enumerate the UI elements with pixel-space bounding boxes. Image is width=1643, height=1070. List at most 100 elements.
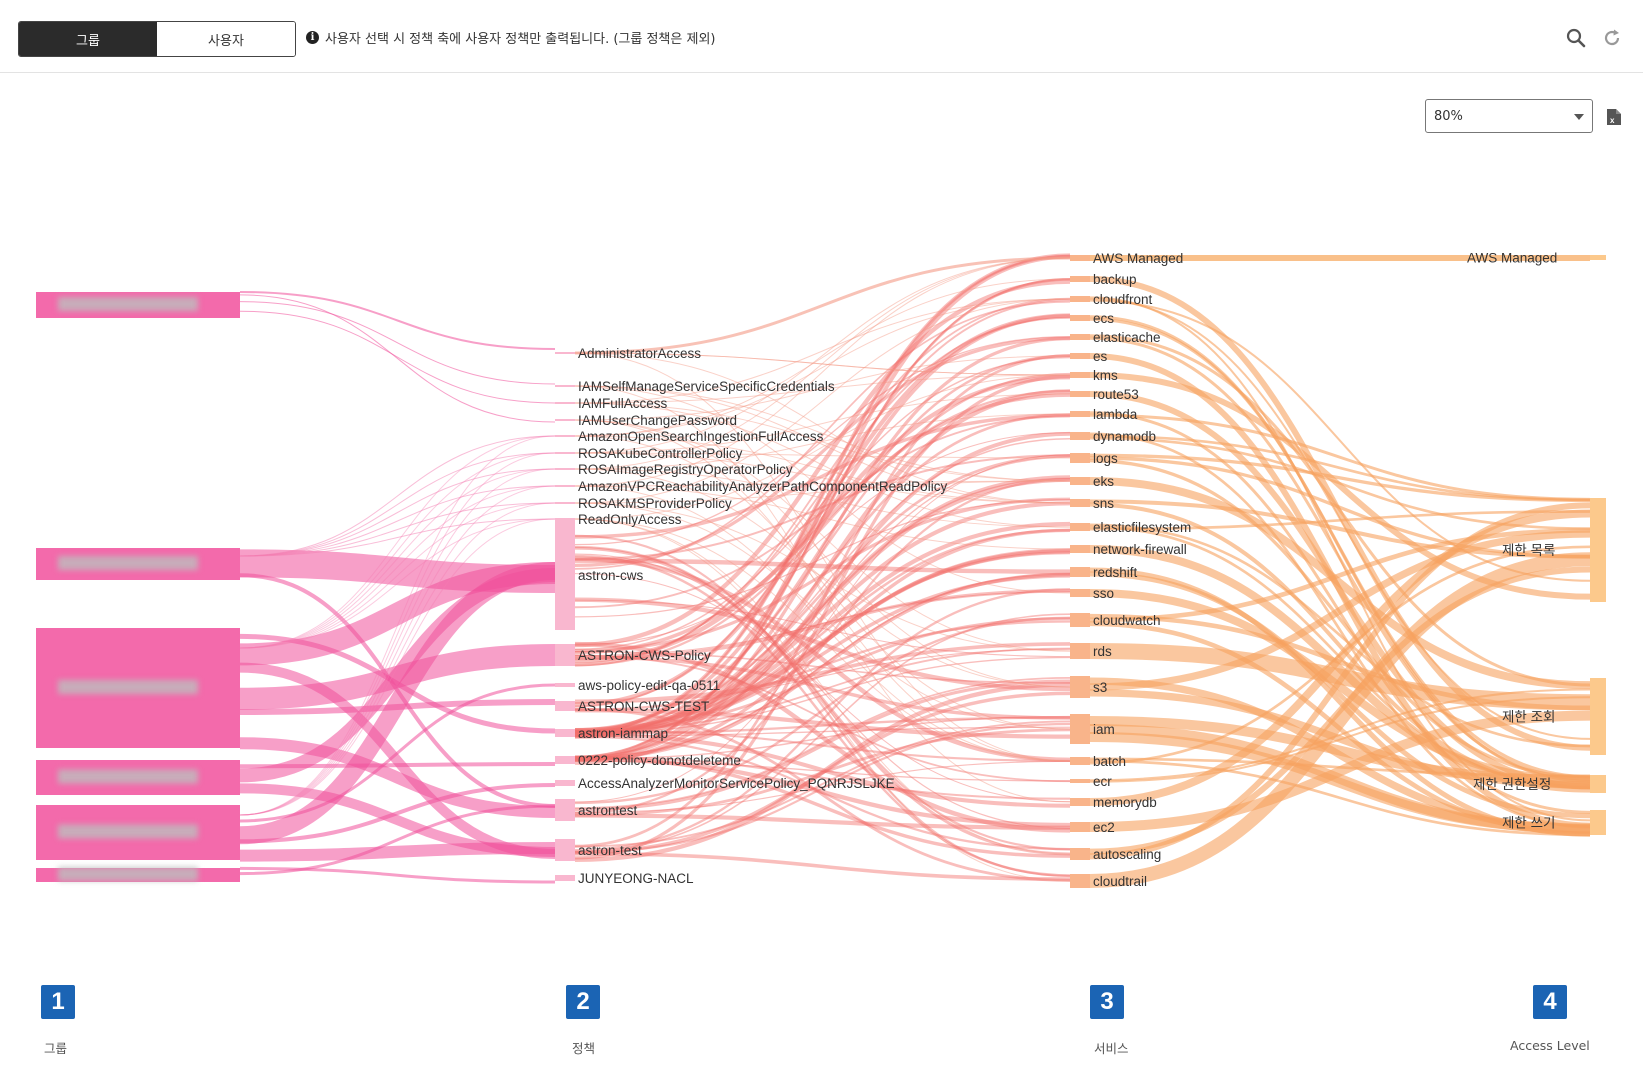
service-node-elasticache[interactable] (1070, 334, 1090, 340)
access-node-2[interactable] (1590, 678, 1606, 755)
link-policy-service (574, 435, 1071, 504)
link-policy-service (574, 477, 1071, 738)
link-policy-service (574, 588, 1071, 852)
link-policy-service (574, 419, 1071, 652)
svg-text:x: x (1610, 116, 1615, 125)
policy-node-rosaimageregistryoperatorpolicy[interactable] (555, 468, 575, 470)
access-node-4[interactable] (1590, 810, 1606, 835)
service-node-redshift[interactable] (1070, 567, 1090, 577)
service-node-route53[interactable] (1070, 391, 1090, 397)
service-node-logs[interactable] (1070, 453, 1090, 463)
link-policy-service (574, 599, 1071, 658)
link-policy-service (574, 556, 1071, 762)
policy-node-astron-cws[interactable] (555, 520, 575, 630)
link-service-access (1089, 499, 1591, 559)
policy-node-0222-policy-donotdeleteme[interactable] (555, 756, 575, 764)
link-group-policy (239, 468, 556, 816)
policy-node-astron-iammap[interactable] (555, 729, 575, 737)
link-policy-service (574, 546, 1071, 856)
policy-node-accessanalyzermonitorservicepolicy-pqnrjsljke[interactable] (555, 780, 575, 786)
link-policy-service (574, 534, 1071, 878)
service-node-es[interactable] (1070, 353, 1090, 359)
link-policy-service (574, 356, 1071, 650)
service-node-cloudfront[interactable] (1070, 296, 1090, 302)
service-node-lambda[interactable] (1070, 411, 1090, 417)
service-node-rds[interactable] (1070, 643, 1090, 659)
service-label: logs (1093, 451, 1118, 466)
policy-node-rosakmsproviderpolicy[interactable] (555, 502, 575, 504)
tab-group[interactable]: 그룹 (19, 22, 157, 56)
service-node-iam[interactable] (1070, 714, 1090, 744)
access-node-1[interactable] (1590, 498, 1606, 602)
policy-node-astron-cws-policy[interactable] (555, 644, 575, 666)
link-policy-service (574, 485, 1071, 550)
link-policy-service (574, 597, 1071, 692)
link-service-access (1089, 759, 1591, 837)
policy-node-junyeong-nacl[interactable] (555, 875, 575, 881)
service-node-memorydb[interactable] (1070, 798, 1090, 806)
service-node-sns[interactable] (1070, 499, 1090, 507)
link-policy-service (574, 257, 1071, 487)
link-policy-service (574, 413, 1071, 470)
policy-label: IAMFullAccess (578, 396, 668, 411)
service-node-backup[interactable] (1070, 276, 1090, 282)
access-level-label: 제한 조회 (1502, 710, 1555, 725)
file-export-icon[interactable]: x (1606, 108, 1622, 126)
policy-node-astron-cws-test[interactable] (555, 701, 575, 711)
link-policy-service (574, 278, 1071, 759)
policy-node-iamfullaccess[interactable] (555, 402, 575, 404)
link-service-access (1089, 688, 1591, 782)
policy-node-amazonvpcreachabilityanalyzerpathcomponentreadpolicy[interactable] (555, 485, 575, 487)
link-policy-service (574, 298, 1071, 504)
link-policy-service (574, 756, 1071, 828)
link-service-access (1089, 413, 1591, 501)
service-node-elasticfilesystem[interactable] (1070, 523, 1090, 531)
link-service-access (1089, 696, 1591, 783)
service-node-cloudwatch[interactable] (1070, 613, 1090, 627)
service-node-sso[interactable] (1070, 589, 1090, 597)
service-node-ec2[interactable] (1070, 822, 1090, 832)
zoom-value: 80% (1434, 108, 1463, 124)
link-service-access (1089, 334, 1591, 687)
policy-node-aws-policy-edit-qa-0511[interactable] (555, 683, 575, 687)
link-policy-service (574, 454, 1071, 731)
link-service-access (1089, 552, 1591, 888)
tab-user[interactable]: 사용자 (157, 22, 295, 56)
service-node-network-firewall[interactable] (1070, 545, 1090, 553)
policy-node-astron-test[interactable] (555, 839, 575, 861)
access-node-3[interactable] (1590, 775, 1606, 793)
zoom-select[interactable]: 80% (1425, 99, 1593, 133)
link-group-policy (239, 435, 556, 816)
link-policy-service (574, 549, 1071, 737)
service-node-s3[interactable] (1070, 676, 1090, 698)
service-node-dynamodb[interactable] (1070, 432, 1090, 440)
service-node-autoscaling[interactable] (1070, 848, 1090, 860)
service-label: dynamodb (1093, 429, 1156, 444)
link-policy-service (574, 548, 1071, 739)
redacted-group-label (58, 867, 198, 881)
policy-node-administratoraccess[interactable] (555, 352, 575, 354)
refresh-icon[interactable] (1602, 28, 1622, 48)
service-label: network-firewall (1093, 542, 1187, 557)
service-node-cloudtrail[interactable] (1070, 874, 1090, 888)
service-node-ecr[interactable] (1070, 779, 1090, 783)
search-icon[interactable] (1566, 28, 1586, 48)
link-service-access (1089, 509, 1591, 806)
service-node-batch[interactable] (1070, 757, 1090, 765)
service-node-ecs[interactable] (1070, 315, 1090, 321)
policy-node-iamuserchangepassword[interactable] (555, 419, 575, 421)
service-node-kms[interactable] (1070, 372, 1090, 378)
policy-node-amazonopensearchingestionfullaccess[interactable] (555, 435, 575, 437)
access-node-0[interactable] (1590, 255, 1606, 260)
link-group-policy (239, 562, 556, 845)
policy-node-readonlyaccess[interactable] (555, 518, 575, 520)
service-node-eks[interactable] (1070, 477, 1090, 485)
link-policy-service (574, 431, 1071, 765)
policy-node-rosakubecontrollerpolicy[interactable] (555, 452, 575, 454)
service-node-aws-managed[interactable] (1070, 255, 1090, 261)
policy-label: 0222-policy-donotdeleteme (578, 753, 741, 768)
link-policy-service (574, 253, 1071, 736)
link-service-access (1089, 298, 1591, 740)
policy-node-iamselfmanageservicespecificcredentials[interactable] (555, 385, 575, 387)
policy-node-astrontest[interactable] (555, 799, 575, 821)
